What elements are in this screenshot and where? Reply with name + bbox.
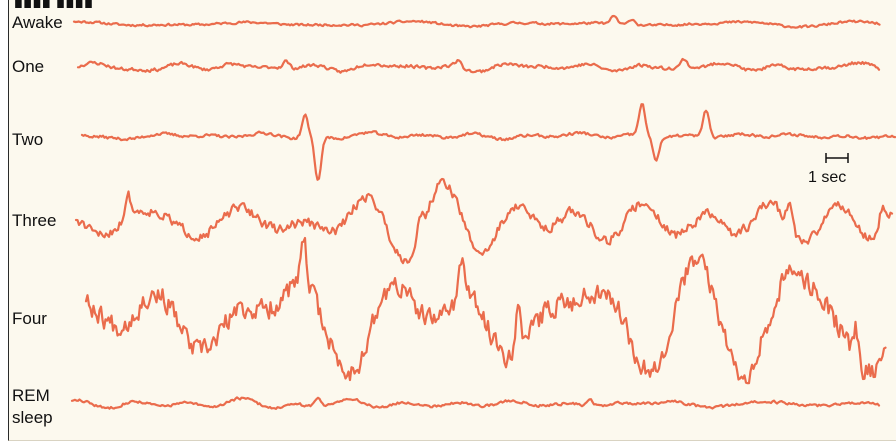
trace-rem-sleep [70,396,881,410]
trace-three [74,177,894,265]
trace-two [80,103,896,181]
scale-bar-label: 1 sec [808,169,847,186]
trace-one [76,57,881,74]
stage-label-four: Four [12,309,47,328]
trace-awake [72,14,881,29]
stage-label-rem-sleep: REM sleep [12,386,53,427]
cropped-header: ▮▮▮▮ ▮▮▮▮ [8,0,208,8]
eeg-figure-panel [8,0,896,441]
stage-label-awake: Awake [12,13,63,32]
stage-label-two: Two [12,130,44,149]
stage-label-three: Three [12,211,57,230]
scale-bar [825,153,849,163]
trace-four [84,236,887,385]
stage-label-one: One [12,57,45,76]
